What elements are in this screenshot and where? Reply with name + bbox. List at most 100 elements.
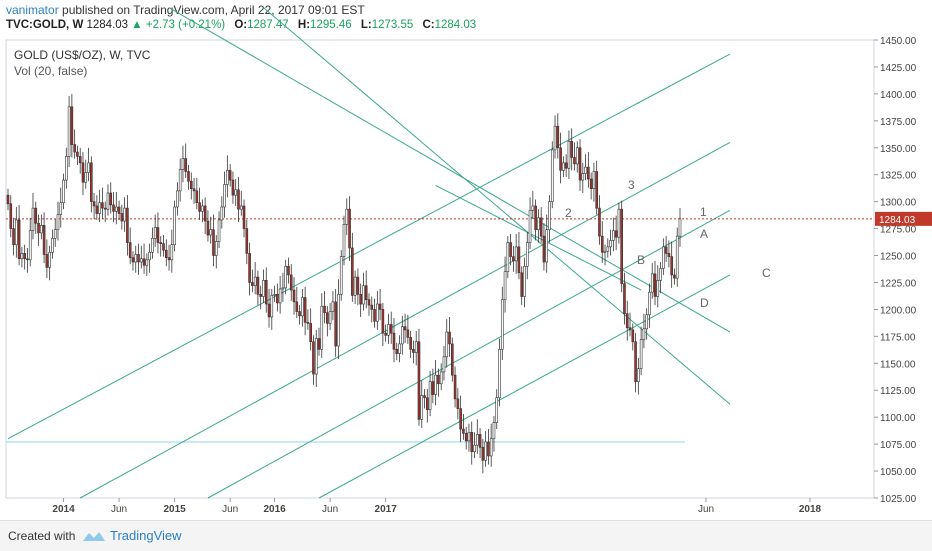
candle-body: [264, 280, 268, 305]
candle-body: [331, 301, 335, 312]
candle-body: [406, 329, 410, 338]
candle-body: [56, 214, 60, 230]
y-tick-label: 1150.00: [880, 359, 916, 370]
candle-body: [31, 207, 35, 232]
low-label: L:: [360, 19, 372, 31]
symbol-label: TVC:GOLD, W: [6, 19, 84, 31]
candle-body: [623, 283, 626, 315]
candle-body: [362, 285, 365, 305]
candle-body: [434, 374, 437, 395]
candle-body: [101, 202, 104, 209]
candle-body: [289, 274, 293, 291]
candle-body: [439, 371, 443, 385]
candle-body: [26, 258, 29, 261]
candle-body: [564, 162, 568, 169]
candle-body: [495, 397, 499, 423]
y-tick-label: 1325.00: [880, 171, 917, 182]
candle-body: [517, 246, 521, 274]
candle-body: [131, 257, 135, 263]
candle-body: [550, 149, 554, 202]
x-tick-label: 2016: [263, 504, 286, 515]
candle-body: [592, 171, 596, 190]
y-tick-label: 1125.00: [880, 386, 916, 397]
candle-body: [548, 201, 551, 230]
y-tick-label: 1275.00: [880, 225, 917, 236]
candle-body: [634, 341, 637, 382]
candle-body: [631, 329, 635, 343]
y-tick-label: 1200.00: [880, 305, 917, 316]
candle-body: [606, 246, 610, 252]
candle-body: [59, 202, 63, 215]
candle-body: [109, 192, 113, 206]
candle-body: [162, 243, 165, 251]
candle-body: [259, 294, 262, 297]
x-tick-label: 2014: [52, 504, 75, 515]
high-value: 1295.46: [310, 19, 352, 31]
candle-body: [312, 341, 315, 375]
candle-body: [295, 301, 299, 312]
close-label: C:: [422, 19, 435, 31]
y-tick-label: 1425.00: [880, 63, 917, 74]
last-price-label: 1284.03: [879, 215, 916, 226]
candle-body: [637, 368, 640, 382]
annotation-C: C: [762, 266, 771, 280]
candle-body: [498, 348, 501, 399]
x-tick-label: Jun: [111, 504, 127, 515]
candle-body: [392, 332, 396, 350]
y-tick-label: 1100.00: [880, 413, 916, 424]
candle-body: [167, 257, 171, 261]
candle-body: [67, 106, 71, 157]
candle-body: [556, 125, 560, 149]
publish-info: vanimator published on TradingView.com, …: [6, 3, 365, 17]
candle-body: [173, 206, 176, 246]
author-link[interactable]: vanimator: [6, 3, 59, 17]
candle-body: [237, 189, 240, 210]
candle-body: [537, 217, 540, 230]
annotation-3: 3: [628, 178, 635, 192]
candle-body: [523, 266, 526, 297]
candle-body: [570, 140, 574, 158]
trend-line: [168, 7, 731, 333]
candle-body: [553, 125, 557, 151]
candle-body: [239, 205, 243, 210]
volume-label: Vol (20, false): [14, 64, 87, 78]
candle-body: [437, 374, 440, 385]
candle-body: [367, 299, 371, 306]
candle-body: [539, 217, 543, 237]
candle-body: [212, 229, 215, 256]
candle-body: [28, 230, 32, 261]
candle-body: [151, 237, 154, 253]
price-chart[interactable]: 1 2 3 A B C D 1025.00 1050.00 1075.00 1100.00 1125…: [0, 0, 932, 520]
ohlc-bar: TVC:GOLD, W 1284.03 ▲ +2.73 (+0.21%) O:1…: [6, 19, 476, 31]
candle-body: [40, 225, 43, 234]
tradingview-logo-icon: [83, 532, 105, 541]
candle-body: [470, 431, 474, 452]
candle-body: [223, 184, 226, 208]
candle-body: [659, 268, 662, 281]
candle-body: [126, 207, 129, 243]
candle-body: [106, 192, 110, 210]
last-price-badge: [875, 211, 932, 226]
candle-body: [37, 222, 40, 234]
candle-body: [301, 297, 304, 317]
footer: Created with TradingView: [0, 520, 932, 551]
candle-body: [137, 254, 140, 263]
candle-body: [453, 374, 457, 400]
x-tick-label: 2018: [799, 504, 822, 515]
candle-body: [245, 228, 249, 254]
high-label: H:: [297, 19, 311, 31]
candle-body: [414, 341, 418, 353]
y-tick-label: 1300.00: [880, 198, 917, 209]
candle-body: [575, 147, 579, 165]
candle-body: [209, 229, 213, 236]
candle-body: [562, 162, 565, 171]
last-price: 1284.03: [86, 19, 129, 31]
candle-body: [612, 230, 615, 241]
tradingview-brand[interactable]: TradingView: [110, 528, 182, 543]
candle-body: [323, 305, 326, 313]
candle-body: [351, 247, 354, 296]
candle-body: [531, 205, 535, 211]
candle-body: [412, 348, 415, 353]
candle-body: [326, 312, 329, 324]
candle-body: [431, 381, 435, 395]
